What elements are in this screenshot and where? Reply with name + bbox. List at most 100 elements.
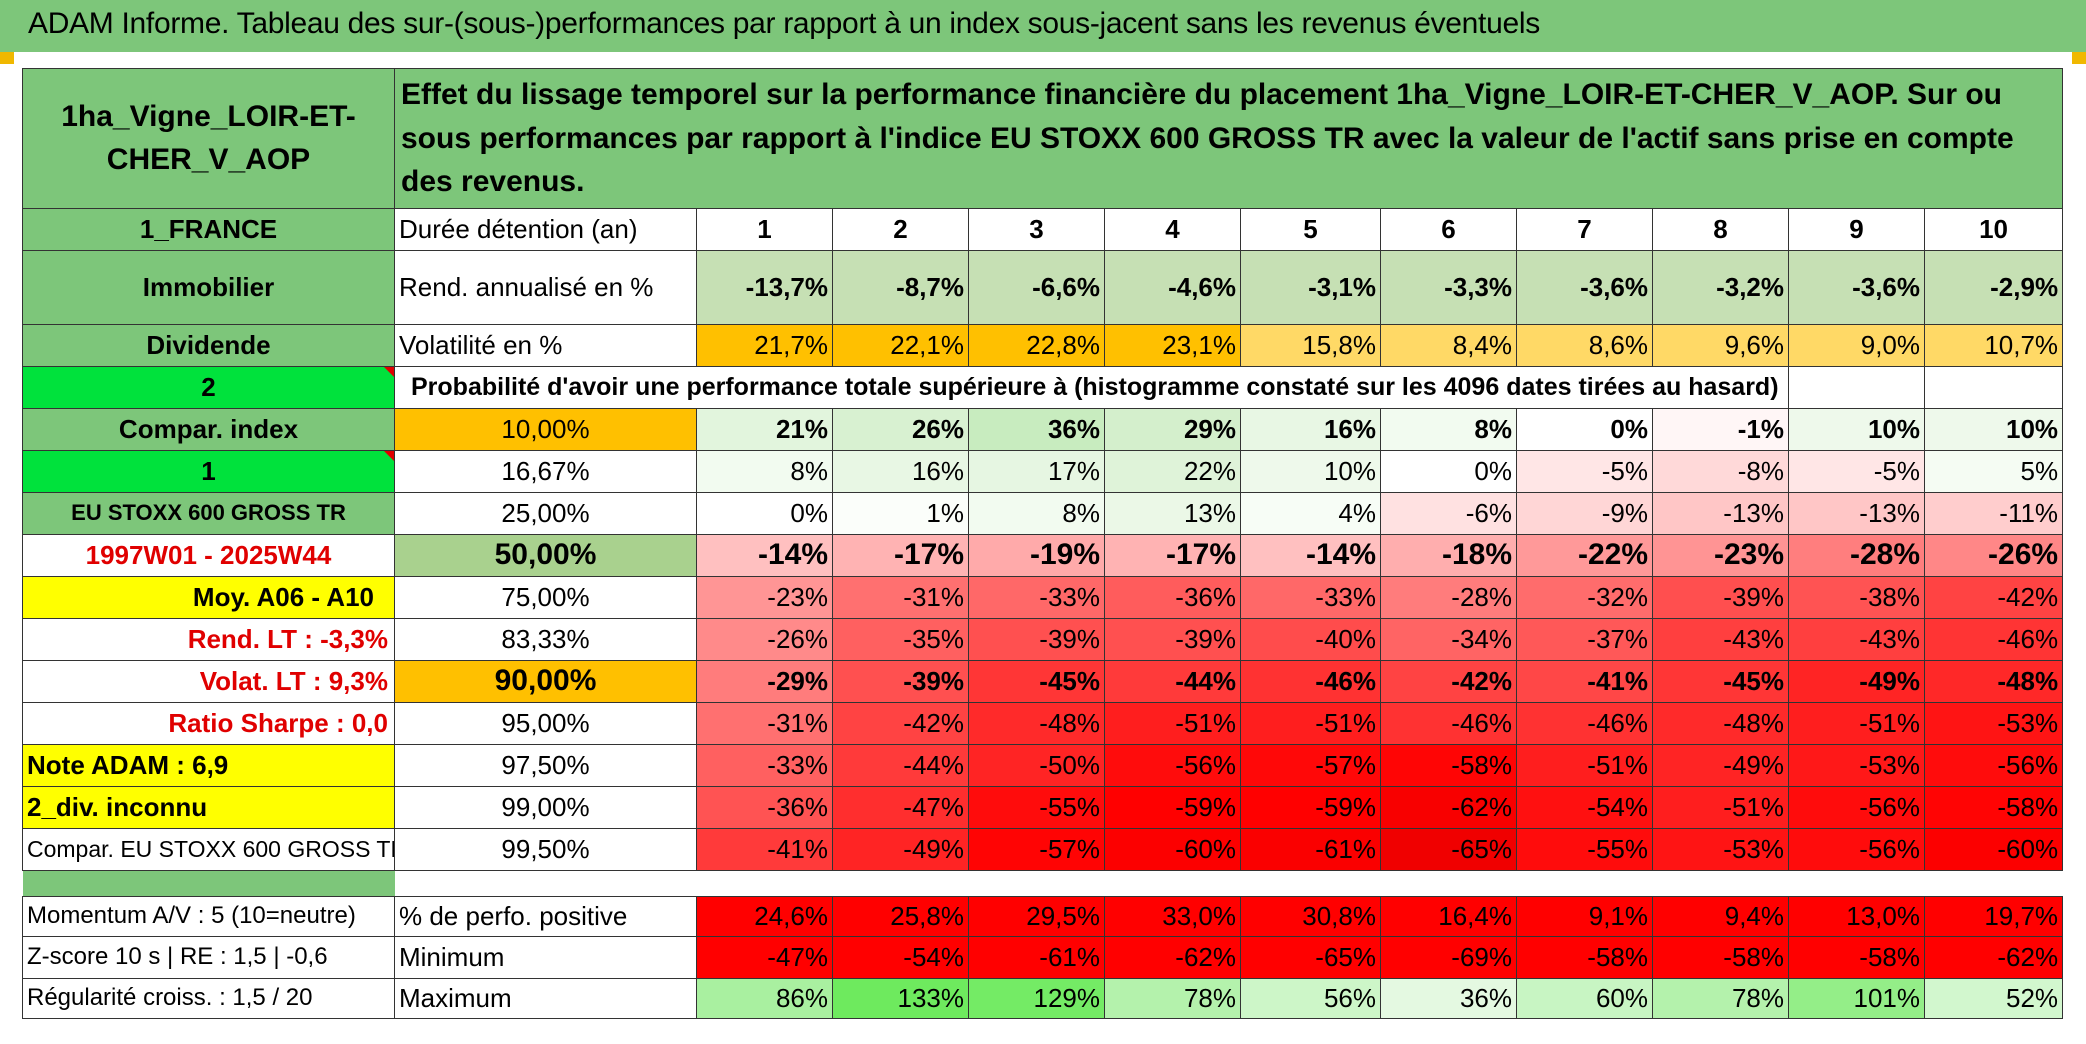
prob-cell: -35% [832, 617, 969, 661]
prob-cell: -46% [1923, 617, 2064, 661]
prob-cell: -53% [1788, 743, 1925, 787]
prob-cell: 29% [1104, 407, 1241, 451]
bottom-cell: -62% [1923, 935, 2064, 979]
prob-cell: -61% [1240, 827, 1381, 871]
bottom-cell: -61% [968, 935, 1105, 979]
vol-value: 22,1% [832, 323, 969, 367]
prob-cell: -13% [1788, 491, 1925, 535]
category: Immobilier [22, 249, 395, 325]
prob-cell: -14% [1240, 533, 1381, 577]
prob-cell: -56% [1104, 743, 1241, 787]
prob-threshold: 10,00% [394, 407, 697, 451]
prob-cell: 17% [968, 449, 1105, 493]
prob-cell: -55% [1516, 827, 1653, 871]
prob-cell: -23% [696, 575, 833, 619]
prob-cell: -39% [832, 659, 969, 703]
vol-value: 21,7% [696, 323, 833, 367]
prob-cell: -39% [1104, 617, 1241, 661]
prob-cell: 8% [1380, 407, 1517, 451]
prob-cell: -49% [832, 827, 969, 871]
param-num2[interactable]: 1 [22, 449, 395, 493]
prob-cell: 0% [1380, 449, 1517, 493]
prob-cell: 10% [1923, 407, 2064, 451]
bottom-cell: 9,4% [1652, 895, 1789, 937]
prob-cell: 22% [1104, 449, 1241, 493]
prob-cell: -36% [1104, 575, 1241, 619]
vol-value: 10,7% [1923, 323, 2064, 367]
prob-cell: -57% [968, 827, 1105, 871]
prob-cell: -48% [1923, 659, 2064, 703]
prob-cell: -50% [968, 743, 1105, 787]
bottom-cell: 78% [1104, 977, 1241, 1019]
prob-cell: -56% [1788, 785, 1925, 829]
prob-cell: -6% [1380, 491, 1517, 535]
prob-cell: -51% [1240, 701, 1381, 745]
prob-threshold: 99,50% [394, 827, 697, 871]
prob-cell: 1% [832, 491, 969, 535]
bottom-cell: 86% [696, 977, 833, 1019]
param-num1[interactable]: 2 [22, 365, 395, 409]
bottom-cell: -47% [696, 935, 833, 979]
prob-cell: -26% [696, 617, 833, 661]
prob-cell: -41% [1516, 659, 1653, 703]
prob-cell: -58% [1380, 743, 1517, 787]
index-name: EU STOXX 600 GROSS TR [22, 491, 395, 535]
bottom-cell: 60% [1516, 977, 1653, 1019]
prob-cell: -18% [1380, 533, 1517, 577]
prob-cell: -58% [1923, 785, 2064, 829]
prob-cell: -28% [1380, 575, 1517, 619]
prob-threshold: 25,00% [394, 491, 697, 535]
prob-cell: -60% [1104, 827, 1241, 871]
rend-value: -3,6% [1788, 249, 1925, 325]
bottom-cell: -58% [1516, 935, 1653, 979]
prob-cell: -34% [1380, 617, 1517, 661]
asset-name: 1ha_Vigne_LOIR-ET-CHER_V_AOP [22, 68, 395, 209]
prob-cell: -54% [1516, 785, 1653, 829]
rend-value: -4,6% [1104, 249, 1241, 325]
prob-cell: -31% [696, 701, 833, 745]
moy-label: Moy. A06 - A10 [22, 575, 395, 619]
bottom-cell: -54% [832, 935, 969, 979]
prob-cell: -53% [1652, 827, 1789, 871]
note-adam: Note ADAM : 6,9 [22, 743, 395, 787]
vol-value: 9,6% [1652, 323, 1789, 367]
duree-label: Durée détention (an) [394, 207, 697, 251]
bottom-cell: 29,5% [968, 895, 1105, 937]
prob-cell: 0% [696, 491, 833, 535]
prob-cell: -46% [1240, 659, 1381, 703]
bottom-cell: -69% [1380, 935, 1517, 979]
rend-value: -3,1% [1240, 249, 1381, 325]
rend-value: -3,3% [1380, 249, 1517, 325]
prob-cell: -42% [1923, 575, 2064, 619]
header-description: Effet du lissage temporel sur la perform… [393, 68, 2064, 209]
prob-cell: -23% [1652, 533, 1789, 577]
bottom-cell: 25,8% [832, 895, 969, 937]
rend-value: -8,7% [832, 249, 969, 325]
prob-threshold: 97,50% [394, 743, 697, 787]
rend-value: -3,2% [1652, 249, 1789, 325]
prob-cell: -42% [1380, 659, 1517, 703]
bottom-cell: 78% [1652, 977, 1789, 1019]
year-header: 1 [696, 207, 833, 251]
prob-cell: -59% [1104, 785, 1241, 829]
prob-cell: -39% [1652, 575, 1789, 619]
rend-value: -2,9% [1923, 249, 2064, 325]
bottom-cell: 52% [1923, 977, 2064, 1019]
prob-cell: -22% [1516, 533, 1653, 577]
prob-cell: -36% [696, 785, 833, 829]
vol-value: 15,8% [1240, 323, 1381, 367]
vol-label: Volatilité en % [394, 323, 697, 367]
prob-cell: 21% [696, 407, 833, 451]
bottom-cell: 9,1% [1516, 895, 1653, 937]
bottom-cell: -58% [1788, 935, 1925, 979]
prob-cell: 16% [1240, 407, 1381, 451]
prob-cell: 26% [832, 407, 969, 451]
year-header: 8 [1652, 207, 1789, 251]
prob-threshold: 99,00% [394, 785, 697, 829]
prob-cell: -65% [1380, 827, 1517, 871]
prob-cell: -39% [968, 617, 1105, 661]
bottom-cell: 133% [832, 977, 969, 1019]
compar-full: Compar. EU STOXX 600 GROSS TR [22, 827, 395, 871]
prob-cell: -51% [1516, 743, 1653, 787]
prob-cell: -43% [1788, 617, 1925, 661]
